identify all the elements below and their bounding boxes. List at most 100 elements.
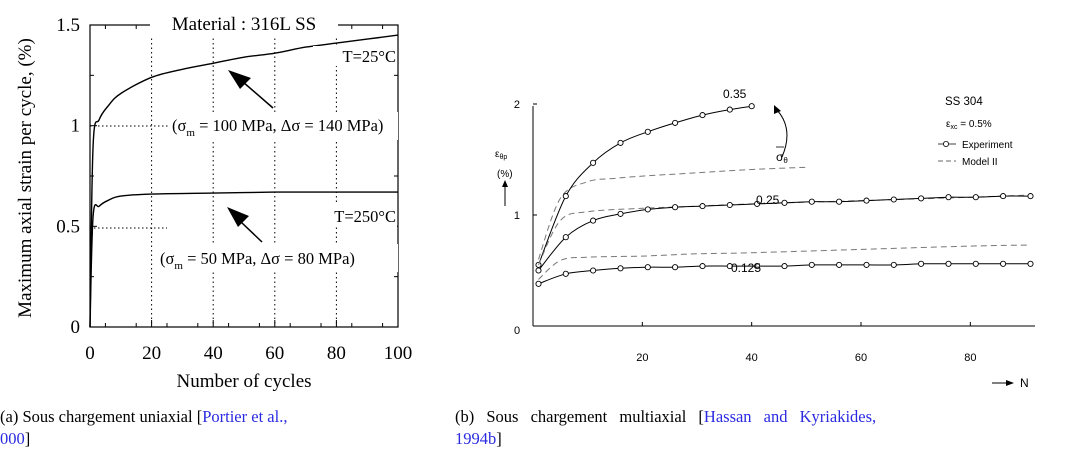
chart-b-experiment-point [1027, 193, 1034, 200]
material-label-bg [150, 12, 338, 36]
legend-title: SS 304 [945, 96, 983, 108]
chart-b-experiment-point [617, 139, 624, 146]
chart-a-series [89, 34, 399, 328]
arrow-low-shaft [240, 221, 263, 243]
chart-b-experiment-point [644, 128, 651, 135]
chart-a-xtick-label: 0 [85, 343, 95, 364]
chart-b-experiment-point [1000, 260, 1007, 267]
chart-b-experiment-point [644, 206, 651, 213]
chart-b-experiment-point [535, 280, 542, 287]
series-label-025: 0.25 [756, 193, 780, 207]
chart-b-experiment-point [535, 267, 542, 274]
chart-a-xtick-label: 60 [265, 343, 284, 364]
chart-b-experiment-point [617, 210, 624, 217]
temp-high-label: T=25°C [343, 47, 397, 66]
chart-b-experiment-point [617, 265, 624, 272]
chart-b-experiment-point [1000, 193, 1007, 200]
chart-a-xtick-label: 20 [142, 343, 161, 364]
chart-a-xlabel: Number of cycles [176, 371, 311, 392]
chart-b-xtick-label: 20 [636, 352, 648, 364]
chart-b-xarrow-head [1006, 380, 1014, 386]
chart-b-series [535, 103, 1034, 287]
caption-b: (b) Sous chargement multiaxial [Hassan a… [455, 406, 876, 450]
caption-a-ref[interactable]: Portier et al., [202, 407, 288, 426]
chart-b-experiment-point [863, 261, 870, 268]
caption-b-text: (b) Sous chargement multiaxial [ [455, 407, 704, 426]
chart-b-experiment-point [836, 261, 843, 268]
chart-b-experiment-point [590, 159, 597, 166]
chart-b-experiment-point [672, 264, 679, 271]
chart-b-experiment-point [945, 194, 952, 201]
caption-b-ref-year[interactable]: 1994b [455, 429, 497, 448]
chart-b-experiment-point [644, 264, 651, 271]
chart-b-experiment-point [1027, 260, 1034, 267]
chart-b-experiment-point [918, 260, 925, 267]
temp-high-bg [313, 46, 397, 66]
chart-b-model-line-1 [538, 166, 807, 260]
chart-b-experiment-point [672, 119, 679, 126]
legend-subtitle: εxc = 0.5% [946, 119, 992, 131]
chart-a-ytick-label: 1 [71, 116, 81, 137]
chart-b-xtick-label: 40 [746, 352, 758, 364]
chart-a-series-line-1 [89, 34, 399, 328]
caption-b-end: ] [496, 429, 502, 448]
legend-experiment-label: Experiment [962, 140, 1013, 151]
material-label: Material : 316L SS [172, 14, 316, 35]
chart-b-ytick-label: 1 [514, 210, 520, 222]
caption-b-ref[interactable]: Hassan and Kyriakides, [703, 407, 877, 426]
chart-b-yarrow-head [502, 180, 508, 187]
chart-b-experiment-point [699, 263, 706, 270]
chart-b-experiment-point [972, 260, 979, 267]
caption-a-text: (a) Sous chargement uniaxial [ [0, 407, 203, 426]
temp-low-label: T=250°C [334, 207, 396, 226]
chart-b-experiment-point [748, 103, 755, 110]
chart-b-ticks: 0 20 40 60 80 1 2 [514, 99, 977, 364]
load-low-bg [157, 244, 398, 272]
chart-b-origin-label: 0 [514, 325, 520, 337]
chart-b-experiment-line-1 [538, 105, 752, 266]
chart-a-ylabel: Maximum axial strain per cycle, (%) [15, 38, 36, 318]
chart-a-ytick-label: 1.5 [56, 15, 80, 36]
chart-b-experiment-point [863, 197, 870, 204]
chart-b-ylabel-unit: (%) [497, 169, 513, 180]
legend-experiment-marker [943, 140, 950, 147]
chart-a-ticks: 0 20 40 60 80 100 0 0.5 1 1.5 [56, 15, 412, 364]
chart-a-series-line-2 [89, 191, 398, 328]
chart-b-experiment-point [918, 195, 925, 202]
chart-b-experiment-point [672, 204, 679, 211]
chart-a-grid [151, 25, 337, 327]
chart-b-experiment-point [562, 193, 569, 200]
arrow-high-shaft [242, 81, 274, 109]
chart-b-model-line-3 [538, 244, 1031, 280]
chart-b-experiment-point [781, 199, 788, 206]
caption-a-ref-year[interactable]: 000 [0, 429, 25, 448]
chart-b-experiment-point [836, 198, 843, 205]
chart-a-xtick-label: 80 [327, 343, 346, 364]
chart-b-experiment-point [808, 198, 815, 205]
chart-b: 0 20 40 60 80 1 2 εθp (%) N 0.35 0.25 0.125 σθ… [495, 87, 1035, 390]
load-low-label: (σm = 50 MPa, Δσ = 80 MPa) [160, 249, 355, 272]
chart-b-ytick-label: 2 [514, 99, 520, 111]
chart-a-frame [89, 24, 399, 328]
sigma-arrow-head [774, 105, 781, 114]
chart-b-experiment-point [726, 106, 733, 113]
chart-a-ytick-label: 0 [71, 317, 81, 338]
chart-b-experiment-point [590, 217, 597, 224]
series-label-0125: 0.125 [731, 261, 761, 275]
chart-b-ylabel: εθp [495, 149, 507, 161]
temp-low-bg [303, 205, 397, 227]
chart-b-experiment-point [808, 261, 815, 268]
arrow-high-head [228, 70, 251, 89]
chart-b-experiment-line-2 [538, 195, 1031, 271]
chart-b-experiment-point [972, 194, 979, 201]
chart-b-experiment-point [781, 263, 788, 270]
chart-b-experiment-point [945, 260, 952, 267]
load-high-label: (σm = 100 MPa, Δσ = 140 MPa) [172, 116, 383, 139]
chart-b-xtick-label: 60 [855, 352, 867, 364]
chart-a-xtick-label: 40 [204, 343, 223, 364]
legend-model-label: Model II [962, 157, 998, 168]
chart-b-experiment-point [726, 201, 733, 209]
